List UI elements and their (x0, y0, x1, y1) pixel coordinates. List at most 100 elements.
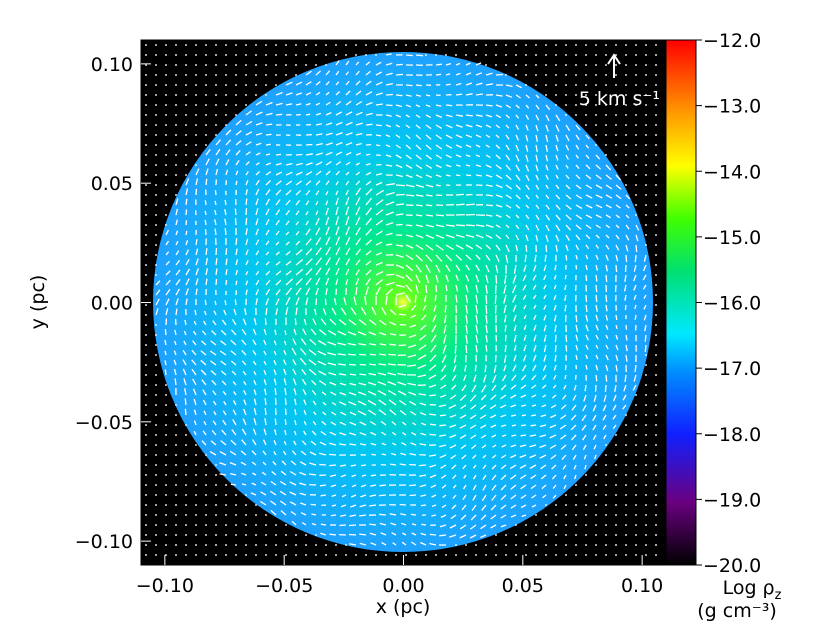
velocity-vector (417, 374, 427, 378)
velocity-vector (441, 484, 447, 489)
velocity-vector (245, 120, 253, 126)
velocity-vector (381, 307, 387, 316)
velocity-vector (355, 216, 361, 226)
velocity-vector (380, 532, 387, 536)
velocity-vector (501, 444, 507, 448)
velocity-vector (510, 444, 517, 448)
velocity-vector (252, 360, 257, 366)
velocity-vector-dot (195, 64, 197, 66)
velocity-vector (521, 404, 527, 407)
velocity-vector (221, 380, 227, 386)
velocity-vector (368, 409, 377, 416)
velocity-vector (405, 244, 414, 249)
velocity-vector (365, 197, 373, 206)
velocity-vector (315, 287, 319, 296)
velocity-vector (335, 190, 339, 196)
velocity-vector (615, 254, 619, 262)
velocity-vector-dot (345, 54, 347, 56)
velocity-vector-dot (215, 94, 217, 96)
velocity-vector-dot (165, 204, 167, 206)
velocity-vector-dot (145, 434, 147, 436)
velocity-vector (224, 218, 227, 226)
velocity-vector (335, 197, 339, 206)
velocity-vector (204, 299, 207, 306)
velocity-vector (335, 181, 339, 186)
velocity-vector (395, 114, 401, 118)
velocity-vector (235, 119, 242, 126)
velocity-vector-dot (165, 84, 167, 86)
velocity-vector-dot (655, 44, 657, 46)
velocity-vector (325, 170, 331, 176)
velocity-vector-dot (365, 44, 367, 46)
velocity-vector (225, 169, 229, 176)
velocity-vector (174, 378, 177, 386)
velocity-vector-dot (615, 134, 617, 136)
velocity-vector (500, 414, 507, 418)
velocity-vector-dot (635, 414, 637, 416)
velocity-vector (265, 162, 271, 166)
velocity-vector (625, 324, 628, 330)
velocity-vector (305, 200, 310, 206)
velocity-vector (533, 314, 537, 320)
velocity-vector-dot (205, 84, 207, 86)
velocity-vector (439, 454, 447, 459)
velocity-vector (214, 300, 217, 306)
velocity-vector (375, 286, 381, 296)
velocity-vector (595, 224, 601, 229)
velocity-vector-dot (175, 544, 177, 546)
velocity-vector (465, 344, 468, 354)
velocity-vector (359, 504, 367, 508)
velocity-vector (245, 249, 249, 256)
velocity-vector-dot (195, 504, 197, 506)
velocity-vector-dot (305, 44, 307, 46)
velocity-vector (472, 464, 477, 469)
velocity-vector-dot (635, 164, 637, 166)
velocity-vector (603, 434, 607, 440)
velocity-vector (245, 131, 253, 136)
velocity-vector (605, 294, 608, 302)
velocity-vector (429, 533, 437, 536)
velocity-vector-dot (225, 104, 227, 106)
velocity-vector (270, 480, 277, 486)
velocity-vector (565, 234, 570, 242)
velocity-vector-dot (655, 354, 657, 356)
velocity-vector-dot (315, 44, 317, 46)
velocity-vector (205, 257, 209, 266)
velocity-vector (401, 541, 407, 546)
velocity-vector (359, 514, 367, 517)
velocity-vector (275, 261, 281, 266)
velocity-vector (554, 344, 557, 352)
velocity-vector (425, 174, 432, 178)
velocity-vector (325, 288, 328, 296)
velocity-vector (355, 287, 358, 296)
velocity-vector-dot (175, 124, 177, 126)
velocity-vector (262, 439, 267, 446)
velocity-vector-dot (485, 44, 487, 46)
velocity-vector (350, 494, 357, 498)
velocity-vector (482, 474, 487, 481)
velocity-vector (545, 204, 550, 210)
velocity-vector (397, 372, 407, 376)
velocity-vector (409, 484, 417, 487)
velocity-vector (368, 319, 377, 326)
velocity-vector-dot (635, 54, 637, 56)
velocity-vector (255, 279, 260, 286)
velocity-vector-dot (375, 44, 377, 46)
velocity-vector-dot (655, 344, 657, 346)
velocity-vector-dot (195, 524, 197, 526)
velocity-vector-dot (595, 544, 597, 546)
density-cloud (153, 52, 653, 552)
velocity-vector (472, 474, 477, 480)
velocity-vector (255, 111, 263, 116)
velocity-vector (265, 171, 272, 176)
velocity-vector (219, 473, 227, 476)
velocity-vector-dot (185, 154, 187, 156)
velocity-vector (535, 154, 539, 162)
velocity-vector (415, 114, 421, 118)
velocity-vector (185, 278, 190, 286)
velocity-vector (459, 534, 467, 539)
velocity-vector (570, 424, 577, 431)
velocity-vector (480, 524, 487, 530)
velocity-vector-dot (195, 144, 197, 146)
velocity-vector (385, 82, 394, 86)
